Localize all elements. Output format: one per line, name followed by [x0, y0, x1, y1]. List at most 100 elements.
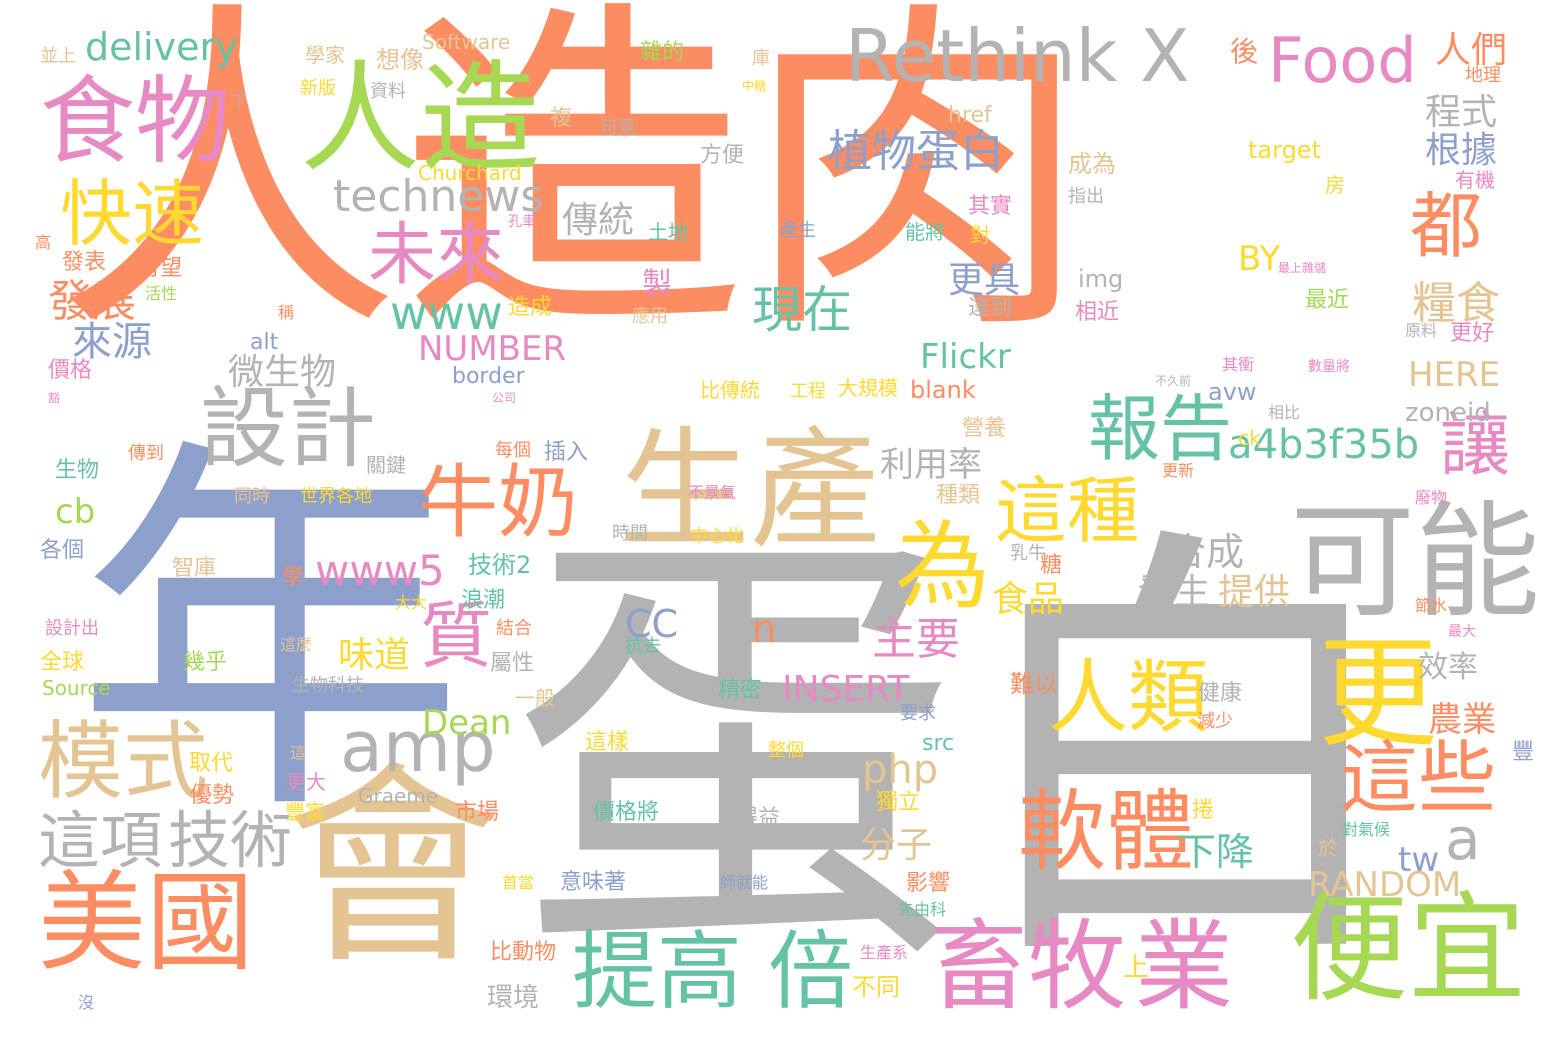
- word-77: Software: [422, 30, 511, 54]
- word-62: Flickr: [920, 337, 1011, 377]
- word-140: 生物: [55, 458, 100, 483]
- word-103: 房: [1325, 173, 1345, 197]
- word-41: NUMBER: [418, 329, 567, 369]
- word-110: 能將: [905, 220, 945, 244]
- word-124: 原料: [1405, 321, 1438, 340]
- word-144: 種類: [936, 483, 981, 508]
- word-63: Dean: [422, 703, 512, 743]
- word-148: 中心化: [690, 526, 744, 547]
- word-16: 牛奶: [418, 456, 578, 549]
- word-187: 對氣候: [1342, 820, 1391, 839]
- word-37: 現在: [752, 281, 852, 339]
- word-123: 最上雜儲: [1278, 261, 1327, 275]
- word-155: 節水: [1415, 596, 1448, 615]
- word-45: 來源: [72, 319, 152, 365]
- word-180: 豐: [1512, 740, 1535, 765]
- word-115: 活性: [145, 284, 178, 303]
- word-82: alt: [250, 330, 279, 355]
- word-67: cb: [55, 492, 96, 532]
- word-188: 於: [1318, 836, 1338, 860]
- word-25: 人類: [1048, 651, 1208, 744]
- word-78: Churchard: [418, 161, 522, 185]
- word-164: 屬性: [490, 651, 535, 676]
- word-199: 沒: [78, 993, 95, 1012]
- word-133: 其衝: [1222, 355, 1255, 374]
- word-93: 庫: [752, 48, 770, 69]
- word-73: avw: [1208, 378, 1257, 406]
- word-61: 分子: [860, 825, 933, 866]
- word-112: 高: [35, 233, 52, 252]
- word-55: 合成: [1168, 530, 1245, 574]
- word-197: 上: [1123, 953, 1150, 983]
- word-138: 插入: [544, 440, 589, 465]
- word-190: 意味著: [560, 870, 627, 895]
- word-105: 指出: [1068, 186, 1104, 207]
- word-146: 廢物: [1415, 488, 1448, 507]
- word-44: 發展: [48, 276, 136, 327]
- word-51: 根據: [1425, 130, 1498, 171]
- word-183: 市場: [455, 800, 500, 825]
- word-96: 下: [232, 94, 246, 110]
- word-172: 要求: [900, 703, 936, 724]
- word-136: 傳到: [128, 443, 164, 464]
- word-57: 提供: [1218, 572, 1291, 613]
- word-9: 快速: [60, 172, 205, 256]
- word-27: 美國: [38, 861, 255, 986]
- word-48: 更具: [948, 260, 1021, 301]
- word-34: 業: [1135, 910, 1234, 1024]
- word-191: 師就能: [720, 873, 769, 892]
- word-160: 全球: [40, 650, 85, 675]
- word-117: 應用: [632, 306, 668, 327]
- word-29: 這項: [38, 804, 163, 877]
- word-156: 大大: [395, 593, 428, 612]
- word-170: 一般: [515, 686, 555, 710]
- word-75: 農業: [1428, 700, 1496, 740]
- word-108: 土地: [648, 220, 688, 244]
- word-79: href: [948, 103, 992, 128]
- word-126: 價格: [48, 358, 93, 383]
- word-131: 數量將: [1308, 359, 1350, 375]
- word-120: 相近: [1075, 300, 1120, 325]
- word-125: 更好: [1450, 321, 1495, 346]
- word-159: 結合: [496, 618, 532, 639]
- word-89: 新版: [300, 78, 336, 99]
- word-99: 複: [550, 106, 573, 131]
- word-68: tw: [1398, 840, 1440, 880]
- word-56: 食品: [992, 579, 1065, 620]
- word-7: Food: [1268, 24, 1417, 97]
- word-145: 不景氣: [688, 483, 737, 502]
- word-143: 更新: [1162, 461, 1195, 480]
- word-98: 中糖: [742, 79, 767, 93]
- word-157: 浪潮: [461, 588, 506, 613]
- word-177: 更大: [286, 770, 326, 794]
- word-53: 主要: [872, 614, 960, 665]
- word-35: 便宜: [1290, 880, 1527, 1018]
- word-50: 程式: [1425, 92, 1498, 133]
- word-92: 雜的: [640, 40, 685, 65]
- word-91: 資料: [370, 81, 406, 102]
- word-58: 發生: [1138, 572, 1211, 613]
- word-193: 先由科: [898, 900, 947, 919]
- word-196: 不同: [852, 973, 900, 1001]
- word-10: 未來: [368, 216, 505, 295]
- word-66: n: [752, 607, 777, 651]
- word-153: 乳牛: [1010, 543, 1046, 564]
- word-149: 各個: [40, 538, 85, 563]
- word-100: 可見: [600, 118, 636, 139]
- word-72: zoneid: [1405, 398, 1491, 428]
- word-181: 獨立: [876, 790, 921, 815]
- word-65: CC: [625, 602, 679, 646]
- word-165: 生物科技: [292, 675, 364, 696]
- word-171: 減少: [1197, 711, 1233, 732]
- word-31: 提高: [572, 923, 743, 1022]
- word-70: BY: [1238, 239, 1281, 279]
- word-95: 並上: [40, 46, 76, 67]
- word-189: 首當: [502, 873, 535, 892]
- word-137: 每個: [495, 440, 531, 461]
- word-23: amp: [340, 706, 496, 788]
- word-46: 傳統: [562, 200, 635, 241]
- word-32: 倍: [768, 923, 854, 1022]
- word-130: 不久前: [1155, 374, 1192, 388]
- word-88: 學家: [305, 43, 345, 67]
